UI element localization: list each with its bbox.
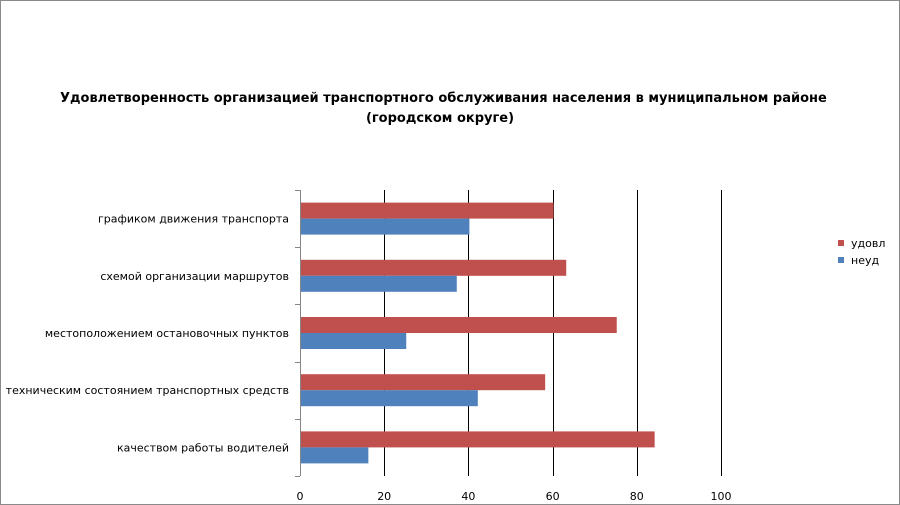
bar-неуд-3 [301,390,478,407]
bar-удовл-4 [301,431,655,448]
x-tick-label-0: 0 [297,490,304,503]
category-label-0: графиком движения транспорта [98,213,289,226]
legend-label-удовл: удовл [851,237,885,250]
x-tick-label-40: 40 [461,490,475,503]
category-label-2: местоположением остановочных пунктов [45,327,289,340]
legend-label-неуд: неуд [851,254,879,267]
x-tick-label-100: 100 [711,490,732,503]
bar-неуд-2 [301,333,407,349]
x-tick-label-60: 60 [546,490,560,503]
bar-удовл-3 [301,374,546,391]
x-tick-label-80: 80 [630,490,644,503]
category-label-1: схемой организации маршрутов [100,270,289,283]
category-label-4: качеством работы водителей [117,441,289,454]
legend-swatch-неуд [838,257,844,263]
chart-title-line-2: (городском округе) [365,111,515,126]
bar-удовл-0 [301,202,554,219]
chart-title: Удовлетворенность организацией транспорт… [60,89,827,129]
bar-удовл-2 [301,317,617,333]
category-label-3: техническим состоянием транспортных сред… [6,384,289,397]
legend-swatch-удовл [838,240,844,246]
x-tick-label-20: 20 [377,490,391,503]
bar-неуд-1 [301,275,457,292]
bar-неуд-4 [301,447,369,464]
chart-title-line-1: Удовлетворенность организацией транспорт… [60,91,827,106]
bar-удовл-1 [301,259,567,276]
bar-неуд-0 [301,218,470,235]
